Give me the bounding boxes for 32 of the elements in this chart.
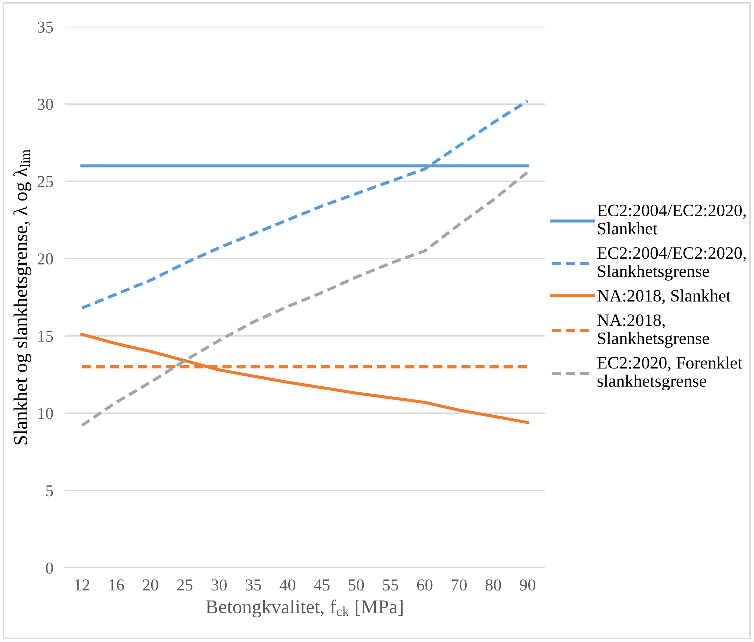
x-tick-label: 35 — [246, 580, 262, 591]
x-tick-label: 25 — [177, 580, 193, 591]
x-axis-title: Betongkvalitet, f$_{ck}$ [MPa] — [206, 600, 403, 618]
y-tick-label: 30 — [38, 98, 54, 110]
x-tick-label: 16 — [110, 580, 124, 591]
y-tick-label: 35 — [38, 22, 54, 33]
line-series — [80, 333, 530, 424]
line-series — [80, 100, 530, 310]
legend-label: NA:2018, Slankhetsgrense — [598, 314, 710, 348]
line-series — [80, 170, 530, 428]
y-tick-label: 25 — [38, 176, 54, 188]
y-axis-title: Slankhet og slankhetsgrense, λ og λ$_{lim}$ — [14, 150, 32, 445]
x-tick-label: 60 — [417, 580, 433, 591]
x-tick-label: 80 — [486, 580, 502, 591]
x-tick-label: 12 — [75, 580, 90, 591]
y-tick-label: 5 — [46, 486, 54, 497]
x-tick-label: 90 — [520, 580, 536, 591]
legend-label: EC2:2020, Forenklet slankhetsgrense — [598, 356, 743, 391]
y-tick-label: 10 — [38, 408, 54, 420]
y-tick-label: 20 — [38, 254, 54, 265]
x-tick-label: 20 — [143, 580, 158, 591]
y-tick-label: 0 — [46, 562, 54, 574]
x-tick-label: 40 — [280, 580, 296, 591]
x-tick-label: 70 — [452, 580, 467, 591]
x-tick-label: 55 — [383, 580, 398, 591]
legend-label: NA:2018, Slankhet — [598, 290, 732, 304]
x-tick-label: 45 — [314, 580, 330, 591]
x-tick-label: 50 — [349, 580, 364, 591]
x-tick-label: 30 — [212, 580, 227, 591]
legend-label: EC2:2004/EC2:2020, Slankhet — [598, 204, 746, 235]
legend-label: EC2:2004/EC2:2020, Slankhetsgrense — [598, 247, 746, 281]
y-tick-label: 15 — [38, 330, 54, 342]
